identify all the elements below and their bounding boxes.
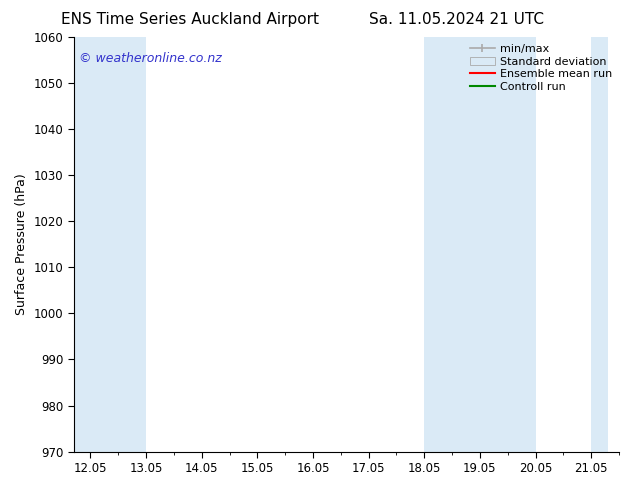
Bar (424, 37, 536, 452)
Bar (74, 37, 146, 452)
Text: © weatheronline.co.nz: © weatheronline.co.nz (79, 51, 222, 65)
Y-axis label: Surface Pressure (hPa): Surface Pressure (hPa) (15, 173, 28, 315)
Legend: min/max, Standard deviation, Ensemble mean run, Controll run: min/max, Standard deviation, Ensemble me… (465, 39, 617, 97)
Text: Sa. 11.05.2024 21 UTC: Sa. 11.05.2024 21 UTC (369, 12, 544, 27)
Bar (591, 37, 608, 452)
Text: ENS Time Series Auckland Airport: ENS Time Series Auckland Airport (61, 12, 319, 27)
